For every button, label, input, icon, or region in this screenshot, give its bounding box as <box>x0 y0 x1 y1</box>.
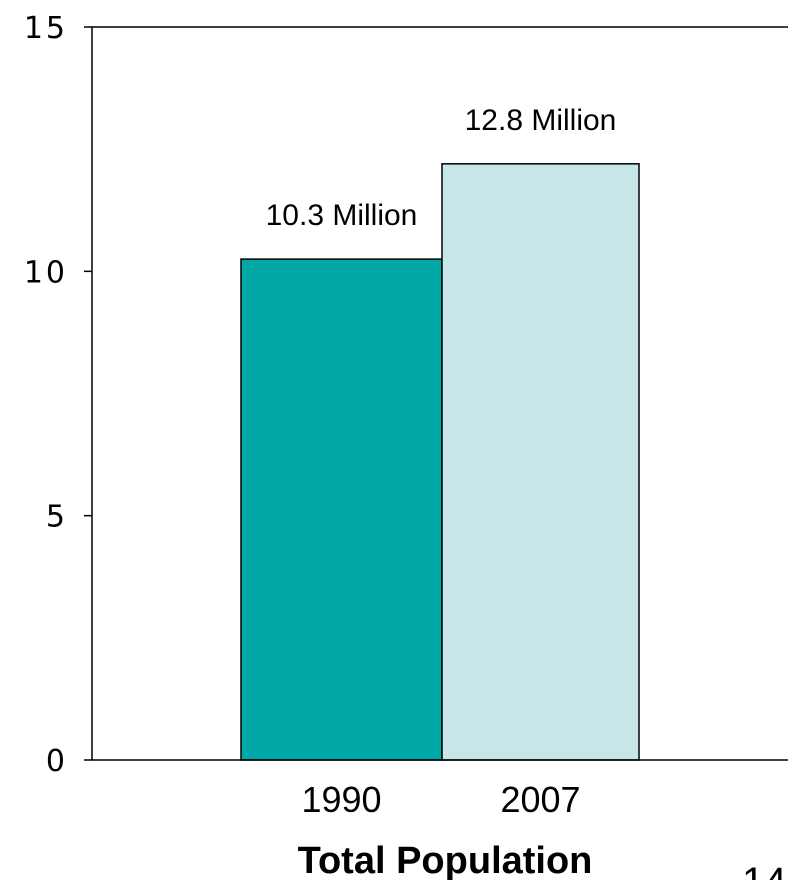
x-tick-label-1990: 1990 <box>301 779 381 820</box>
data-label-2007: 12.8 Million <box>465 104 617 137</box>
y-tick-label: 15 <box>24 11 68 46</box>
data-label-1990: 10.3 Million <box>266 199 418 232</box>
plot-frame <box>91 26 788 761</box>
x-tick-label-2007: 2007 <box>500 779 580 820</box>
page-number-text: 14 <box>742 860 787 880</box>
y-tick-label: 0 <box>46 744 68 779</box>
x-axis-title: Total Population <box>298 840 593 880</box>
y-axis-ticks: 0 5 10 15 <box>24 11 92 779</box>
y-tick-label: 10 <box>24 255 68 290</box>
y-tick-label: 5 <box>46 500 68 535</box>
x-axis-category-labels: 1990 2007 <box>301 779 580 820</box>
bar-2007 <box>441 163 640 761</box>
data-labels-group: 10.3 Million 12.8 Million <box>266 104 617 232</box>
page-number-mark: 14 <box>742 860 787 880</box>
bar-1990 <box>240 258 443 761</box>
bars-group <box>240 163 640 761</box>
